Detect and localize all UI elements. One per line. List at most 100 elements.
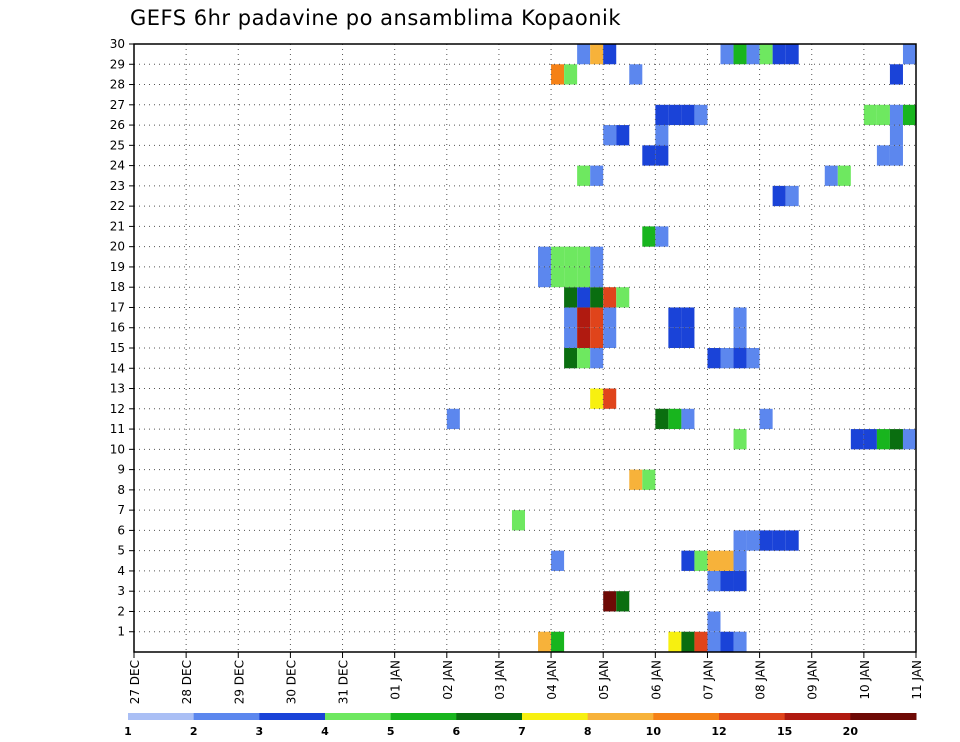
heatmap-cell (446, 408, 460, 430)
heatmap-cell (876, 429, 890, 450)
colorbar: 1 2 3 4 5 6 7 8 10 12 15 20 (124, 713, 917, 738)
heatmap-cell (772, 185, 786, 207)
y-tick-label: 14 (110, 361, 125, 375)
heatmap-cell (824, 165, 838, 186)
heatmap-cell (577, 327, 591, 348)
heatmap-cell (577, 307, 591, 328)
colorbar-label: 10 (646, 725, 662, 738)
heatmap-cell (707, 570, 721, 592)
heatmap-cell (590, 165, 604, 186)
y-tick-label: 17 (110, 300, 125, 314)
heatmap-cell (538, 266, 552, 288)
y-tick-label: 13 (110, 382, 125, 396)
y-tick-label: 30 (110, 37, 125, 51)
y-tick-label: 20 (110, 240, 125, 254)
y-tick-label: 8 (117, 483, 125, 497)
heatmap-cell (733, 44, 747, 65)
x-tick-label: 05 JAN (597, 660, 611, 700)
x-tick-label: 31 DEC (337, 660, 351, 704)
y-tick-label: 6 (117, 523, 125, 537)
heatmap-cell (863, 104, 877, 126)
y-tick-label: 3 (117, 584, 125, 598)
heatmap-cell (590, 246, 604, 267)
colorbar-swatch (719, 713, 786, 720)
heatmap-cell (707, 611, 721, 632)
heatmap-cell (642, 469, 656, 490)
colorbar-swatch (522, 713, 589, 720)
y-tick-label: 16 (110, 321, 125, 335)
heatmap-cell (603, 125, 617, 146)
y-tick-label: 9 (117, 463, 125, 477)
heatmap-cell (551, 246, 565, 267)
heatmap-cell (759, 530, 773, 551)
heatmap-cell (668, 631, 682, 652)
heatmap-cell (759, 408, 773, 430)
heatmap-cell (655, 408, 669, 430)
heatmap-cell (720, 631, 734, 652)
y-tick-label: 23 (110, 179, 125, 193)
heatmap-cell (564, 307, 578, 328)
heatmap-cell (720, 348, 734, 369)
y-tick-label: 7 (117, 503, 125, 517)
colorbar-label: 1 (124, 725, 132, 738)
heatmap-cell (850, 429, 864, 450)
heatmap-cell (889, 429, 903, 450)
heatmap-cell (733, 307, 747, 328)
heatmap-cell (511, 510, 525, 531)
y-tick-label: 21 (110, 219, 125, 233)
colorbar-label: 2 (190, 725, 198, 738)
x-axis: 27 DEC 28 DEC 29 DEC 30 DEC 31 DEC 01 JAN 02 J… (128, 652, 924, 704)
heatmap-cell (564, 64, 578, 85)
y-tick-label: 28 (110, 78, 125, 92)
x-tick-label: 09 JAN (806, 660, 820, 700)
heatmap-cell (590, 348, 604, 369)
heatmap-cell (902, 429, 916, 450)
heatmap-cell (603, 327, 617, 348)
heatmap-cell (694, 631, 708, 652)
heatmap-cell (655, 145, 669, 166)
heatmap-cell (863, 429, 877, 450)
heatmap-cell (902, 104, 916, 126)
x-tick-label: 29 DEC (232, 660, 246, 704)
heatmap-cell (889, 64, 903, 85)
heatmap-cell (681, 104, 695, 126)
y-tick-label: 24 (110, 159, 125, 173)
heatmap-cell (681, 307, 695, 328)
heatmap-cell (876, 145, 890, 166)
colorbar-label: 8 (584, 725, 592, 738)
heatmap-cell (655, 104, 669, 126)
heatmap-cell (681, 408, 695, 430)
heatmap-cell (746, 530, 760, 551)
colorbar-swatch (850, 713, 917, 720)
x-tick-label: 02 JAN (441, 660, 455, 700)
heatmap-cell (668, 104, 682, 126)
colorbar-label: 7 (518, 725, 526, 738)
y-tick-label: 10 (110, 442, 125, 456)
y-tick-label: 1 (117, 625, 125, 639)
y-tick-label: 27 (110, 98, 125, 112)
grid-layer (134, 44, 916, 652)
heatmap-cell (733, 570, 747, 592)
x-tick-label: 11 JAN (910, 660, 924, 700)
heatmap-cell (707, 631, 721, 652)
heatmap-cell (590, 287, 604, 308)
heatmap-cell (564, 348, 578, 369)
heatmap-cell (603, 388, 617, 409)
heatmap-cell (733, 429, 747, 450)
heatmap-cell (759, 44, 773, 65)
y-tick-label: 5 (117, 544, 125, 558)
heatmap-cell (785, 185, 799, 207)
heatmap-cell (720, 550, 734, 571)
heatmap-cell (551, 266, 565, 288)
heatmap-cell (603, 287, 617, 308)
heatmap-cell (655, 125, 669, 146)
heatmap-cell (564, 327, 578, 348)
heatmap-cell (785, 530, 799, 551)
heatmap-cell (889, 125, 903, 146)
heatmap-cell (681, 327, 695, 348)
heatmap-cell (564, 287, 578, 308)
colorbar-label: 3 (256, 725, 264, 738)
heatmap-cell (616, 287, 630, 308)
heatmap-cell (902, 44, 916, 65)
